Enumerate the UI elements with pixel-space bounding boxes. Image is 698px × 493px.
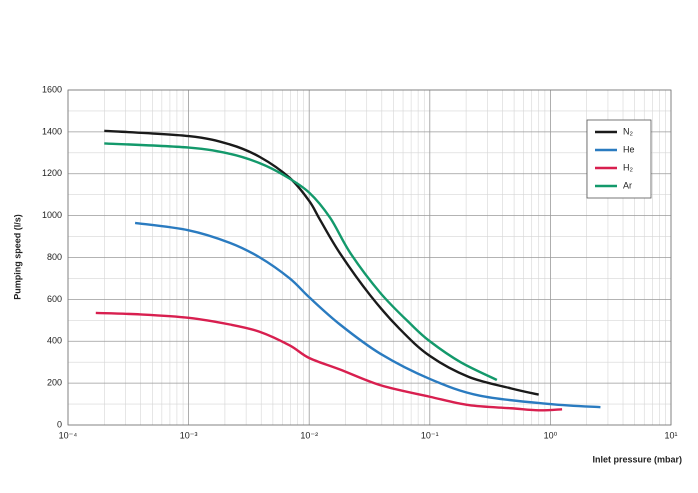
data-line (104, 142, 498, 382)
plot-frame (67, 89, 672, 426)
legend-label: H₂ (623, 162, 633, 172)
data-line (134, 221, 601, 409)
x-tick-label: 10⁰ (544, 430, 558, 440)
y-tick-label: 1000 (42, 210, 62, 220)
y-tick-label: 400 (47, 336, 62, 346)
y-tick-label: 600 (47, 294, 62, 304)
x-axis-title: Inlet pressure (mbar) (592, 454, 682, 464)
x-tick-label: 10⁻² (300, 430, 318, 440)
y-tick-label: 200 (47, 378, 62, 388)
y-tick-label: 1600 (42, 84, 62, 94)
y-axis-title: Pumping speed (l/s) (12, 214, 22, 300)
data-line (104, 129, 539, 396)
y-tick-label: 800 (47, 252, 62, 262)
x-tick-label: 10¹ (664, 430, 677, 440)
legend: N₂ He H₂ Ar (586, 119, 652, 199)
y-tick-label: 0 (57, 419, 62, 429)
y-tick-label: 1200 (42, 168, 62, 178)
legend-label: Ar (623, 180, 632, 190)
x-tick-label: 10⁻³ (180, 430, 198, 440)
data-line (95, 311, 563, 412)
legend-label: He (623, 144, 635, 154)
x-tick-label: 10⁻¹ (421, 430, 439, 440)
y-tick-label: 1400 (42, 126, 62, 136)
x-tick-label: 10⁻⁴ (59, 430, 78, 440)
legend-label: N₂ (623, 126, 633, 136)
